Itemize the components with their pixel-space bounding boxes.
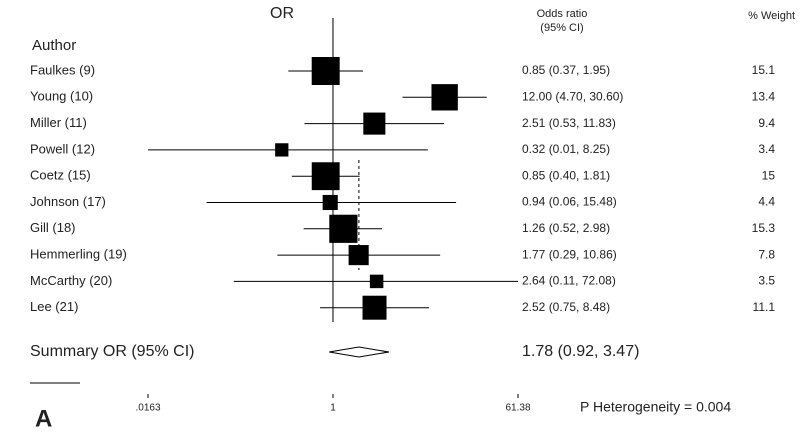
study-label: Gill (18) bbox=[30, 220, 76, 235]
summary-diamond bbox=[329, 346, 389, 358]
study-label: Powell (12) bbox=[30, 141, 95, 156]
x-tick-label: .0163 bbox=[135, 403, 160, 414]
study-box bbox=[322, 194, 338, 211]
study-box bbox=[329, 214, 358, 243]
or-header: Odds ratio bbox=[537, 8, 588, 20]
study-label: Hemmerling (19) bbox=[30, 247, 127, 262]
study-label: Miller (11) bbox=[30, 115, 87, 130]
or-label: 1.26 (0.52, 2.98) bbox=[522, 221, 610, 235]
study-label: Young (10) bbox=[30, 89, 93, 104]
or-label: 2.64 (0.11, 72.08) bbox=[522, 274, 616, 288]
or-label: 2.52 (0.75, 8.48) bbox=[522, 300, 610, 314]
study-box bbox=[311, 57, 340, 85]
author-header: Author bbox=[32, 37, 76, 54]
weight-label: 15 bbox=[762, 168, 776, 182]
weight-label: 15.3 bbox=[752, 221, 776, 235]
x-tick-label: 1 bbox=[330, 403, 336, 414]
annotation: P Heterogeneity = 0.004 bbox=[580, 399, 731, 415]
panel-label: A bbox=[35, 405, 52, 432]
or-header: (95% CI) bbox=[540, 22, 583, 34]
weight-label: 13.4 bbox=[752, 89, 776, 103]
study-label: Johnson (17) bbox=[30, 194, 106, 209]
study-box bbox=[275, 143, 289, 157]
chart-title: OR bbox=[270, 5, 294, 22]
summary-label: Summary OR (95% CI) bbox=[30, 343, 194, 360]
weight-label: 15.1 bbox=[752, 63, 776, 77]
or-label: 12.00 (4.70, 30.60) bbox=[522, 89, 623, 103]
summary-value-label: 1.78 (0.92, 3.47) bbox=[522, 343, 639, 360]
study-box bbox=[348, 245, 369, 266]
or-label: 2.51 (0.53, 11.83) bbox=[522, 116, 616, 130]
or-label: 1.77 (0.29, 10.86) bbox=[522, 247, 617, 261]
weight-header: % Weight bbox=[748, 10, 795, 22]
study-label: Coetz (15) bbox=[30, 168, 91, 183]
weight-label: 4.4 bbox=[758, 195, 775, 209]
study-label: Lee (21) bbox=[30, 299, 78, 314]
or-label: 0.85 (0.37, 1.95) bbox=[522, 63, 610, 77]
weight-label: 9.4 bbox=[758, 116, 775, 130]
or-label: 0.94 (0.06, 15.48) bbox=[522, 195, 617, 209]
or-label: 0.85 (0.40, 1.81) bbox=[522, 168, 610, 182]
x-tick-label: 61.38 bbox=[505, 403, 530, 414]
weight-label: 11.1 bbox=[753, 300, 776, 314]
study-label: McCarthy (20) bbox=[30, 273, 112, 288]
weight-label: 7.8 bbox=[758, 247, 775, 261]
study-box bbox=[369, 274, 384, 289]
study-box bbox=[363, 112, 386, 135]
weight-label: 3.5 bbox=[758, 274, 775, 288]
study-box bbox=[362, 295, 387, 320]
study-box bbox=[431, 84, 458, 111]
or-label: 0.32 (0.01, 8.25) bbox=[522, 142, 610, 156]
study-label: Faulkes (9) bbox=[30, 62, 95, 77]
study-box bbox=[311, 162, 340, 191]
weight-label: 3.4 bbox=[758, 142, 775, 156]
